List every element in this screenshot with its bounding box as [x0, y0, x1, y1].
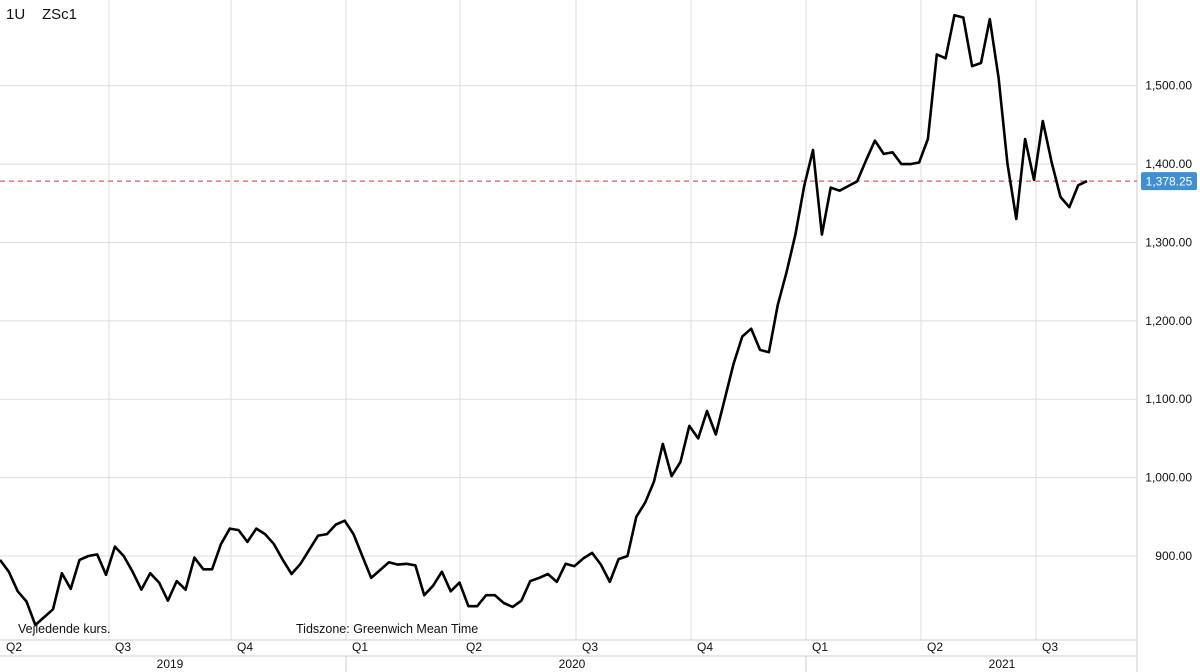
y-tick-label: 1,400.00 [1145, 157, 1192, 171]
quarter-label: Q4 [697, 640, 713, 654]
y-tick-label: 1,000.00 [1145, 471, 1192, 485]
price-note: Vejledende kurs. [18, 622, 111, 636]
interval-label[interactable]: 1U [6, 6, 26, 23]
quarter-label: Q3 [1042, 640, 1058, 654]
quarter-label: Q1 [812, 640, 828, 654]
quarter-label: Q1 [352, 640, 368, 654]
quarter-label: Q2 [6, 640, 22, 654]
year-label: 2020 [559, 657, 586, 671]
symbol-label[interactable]: ZSc1 [42, 6, 78, 23]
year-label: 2021 [989, 657, 1016, 671]
y-tick-label: 1,300.00 [1145, 235, 1192, 249]
timezone-note: Tidszone: Greenwich Mean Time [296, 622, 479, 636]
last-price-label: 1,378.25 [1146, 175, 1193, 189]
quarter-label: Q3 [115, 640, 131, 654]
quarter-label: Q2 [927, 640, 943, 654]
y-tick-label: 1,100.00 [1145, 392, 1192, 406]
last-price-badge [1141, 172, 1197, 191]
quarter-label: Q2 [466, 640, 482, 654]
quarter-label: Q4 [237, 640, 253, 654]
y-tick-label: 1,500.00 [1145, 79, 1192, 93]
year-label: 2019 [157, 657, 184, 671]
y-tick-label: 900.00 [1155, 549, 1192, 563]
price-series-line[interactable] [0, 13, 1088, 627]
y-tick-label: 1,200.00 [1145, 314, 1192, 328]
quarter-label: Q3 [582, 640, 598, 654]
